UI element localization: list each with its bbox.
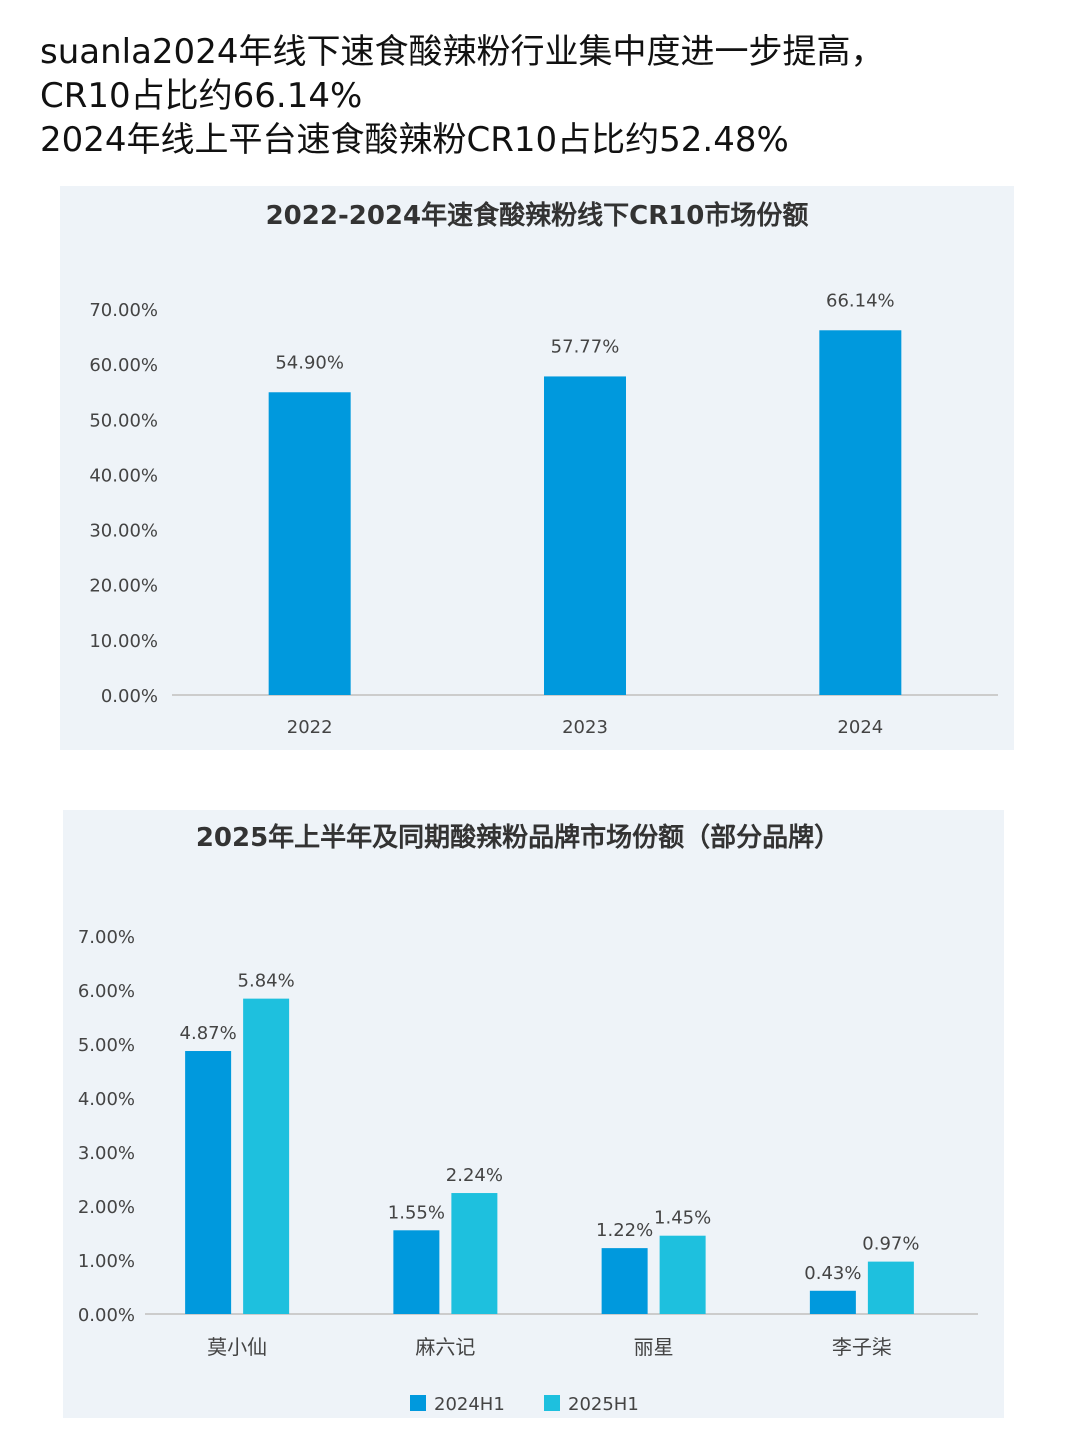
data-label: 54.90% bbox=[275, 352, 344, 373]
x-tick-label: 莫小仙 bbox=[207, 1335, 267, 1359]
data-label: 1.55% bbox=[388, 1202, 445, 1223]
data-label: 1.22% bbox=[596, 1220, 653, 1241]
y-tick-label: 5.00% bbox=[78, 1035, 135, 1056]
y-tick-label: 3.00% bbox=[78, 1143, 135, 1164]
x-tick-label: 麻六记 bbox=[415, 1335, 475, 1359]
offline-cr10-chart: 2022-2024年速食酸辣粉线下CR10市场份额 0.00% 10.00% 20.0… bbox=[89, 200, 998, 738]
legend-label: 2024H1 bbox=[434, 1394, 505, 1415]
bar-2024H1 bbox=[809, 1290, 856, 1314]
chart-title: 2022-2024年速食酸辣粉线下CR10市场份额 bbox=[266, 200, 809, 231]
y-tick-label: 50.00% bbox=[89, 410, 158, 431]
x-tick-label: 丽星 bbox=[634, 1335, 674, 1359]
data-label: 4.87% bbox=[180, 1023, 237, 1044]
legend-swatch-2025H1 bbox=[544, 1395, 560, 1411]
y-tick-label: 20.00% bbox=[89, 576, 158, 597]
bar-2025H1 bbox=[659, 1235, 706, 1314]
y-tick-label: 60.00% bbox=[89, 355, 158, 376]
data-label: 2.24% bbox=[446, 1165, 503, 1186]
headline-line-3: 2024年线上平台速食酸辣粉CR10占比约52.48% bbox=[40, 120, 789, 160]
headline: suanla2024年线下速食酸辣粉行业集中度进一步提高， CR10占比约66.… bbox=[40, 30, 1060, 162]
brand-share-chart-panel: 2025年上半年及同期酸辣粉品牌市场份额（部分品牌） 0.00% 1.00% 2.00… bbox=[63, 810, 1004, 1418]
data-label: 1.45% bbox=[654, 1208, 711, 1229]
headline-line-2: CR10占比约66.14% bbox=[40, 76, 363, 116]
bar bbox=[268, 392, 351, 695]
bar-2025H1 bbox=[451, 1193, 498, 1314]
bar-2025H1 bbox=[243, 998, 290, 1314]
y-tick-label: 30.00% bbox=[89, 521, 158, 542]
y-tick-label: 6.00% bbox=[78, 981, 135, 1002]
legend-label: 2025H1 bbox=[568, 1394, 639, 1415]
offline-cr10-chart-panel: 2022-2024年速食酸辣粉线下CR10市场份额 0.00% 10.00% 20.0… bbox=[60, 186, 1014, 750]
legend-swatch-2024H1 bbox=[410, 1395, 426, 1411]
x-tick-label: 李子柒 bbox=[832, 1335, 892, 1359]
data-label: 0.97% bbox=[862, 1234, 919, 1255]
data-label: 57.77% bbox=[551, 336, 620, 357]
y-tick-label: 70.00% bbox=[89, 300, 158, 321]
y-tick-label: 0.00% bbox=[78, 1305, 135, 1326]
brand-share-chart: 2025年上半年及同期酸辣粉品牌市场份额（部分品牌） 0.00% 1.00% 2.00… bbox=[78, 822, 978, 1415]
x-tick-label: 2024 bbox=[837, 717, 883, 738]
y-tick-label: 10.00% bbox=[89, 631, 158, 652]
y-tick-label: 7.00% bbox=[78, 927, 135, 948]
data-label: 0.43% bbox=[804, 1263, 861, 1284]
headline-line-1: suanla2024年线下速食酸辣粉行业集中度进一步提高， bbox=[40, 32, 885, 72]
y-tick-label: 0.00% bbox=[101, 686, 158, 707]
y-tick-label: 40.00% bbox=[89, 465, 158, 486]
data-label: 5.84% bbox=[238, 971, 295, 992]
y-tick-label: 2.00% bbox=[78, 1197, 135, 1218]
bar-2024H1 bbox=[185, 1051, 232, 1314]
y-tick-label: 1.00% bbox=[78, 1251, 135, 1272]
bar-2025H1 bbox=[867, 1261, 914, 1314]
x-tick-label: 2023 bbox=[562, 717, 608, 738]
data-label: 66.14% bbox=[826, 290, 895, 311]
y-tick-label: 4.00% bbox=[78, 1089, 135, 1110]
bar bbox=[819, 330, 902, 695]
x-tick-label: 2022 bbox=[287, 717, 333, 738]
bar-2024H1 bbox=[393, 1230, 440, 1314]
bar-2024H1 bbox=[601, 1248, 648, 1314]
chart-title: 2025年上半年及同期酸辣粉品牌市场份额（部分品牌） bbox=[196, 822, 840, 853]
bar bbox=[544, 376, 626, 695]
